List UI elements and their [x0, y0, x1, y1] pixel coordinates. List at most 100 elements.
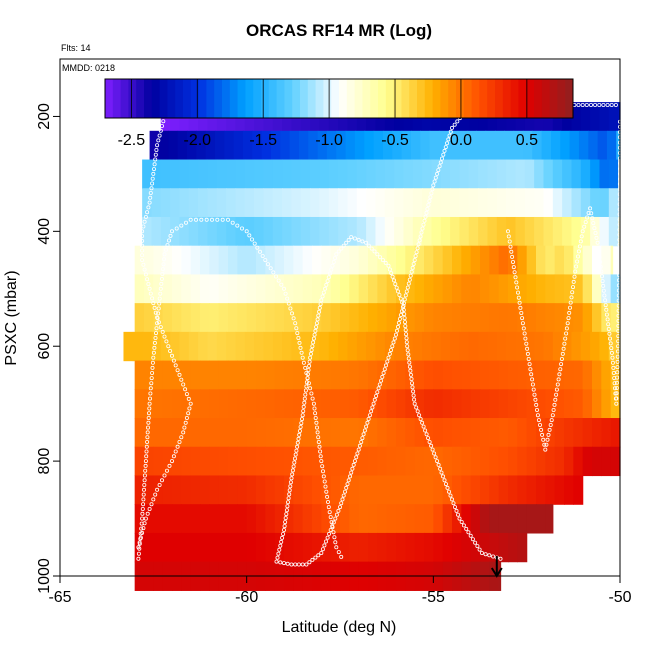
track-point	[572, 274, 577, 279]
track-point	[322, 543, 327, 548]
heatmap-cell	[592, 418, 602, 448]
track-point	[303, 392, 308, 397]
track-point	[439, 470, 444, 475]
heatmap-cell	[498, 245, 509, 276]
track-point	[409, 269, 414, 274]
track-point	[369, 409, 374, 414]
heatmap-cell	[599, 216, 610, 247]
track-point	[429, 191, 434, 196]
heatmap-cell	[345, 130, 356, 161]
heatmap-cell	[209, 418, 220, 448]
track-point	[360, 436, 365, 441]
track-point	[341, 493, 346, 498]
track-point	[141, 526, 146, 531]
heatmap-cell	[422, 159, 433, 189]
track-point	[448, 129, 453, 134]
heatmap-cell	[312, 446, 322, 477]
heatmap-cell	[200, 446, 210, 477]
track-point	[279, 282, 284, 287]
heatmap-cell	[562, 188, 573, 218]
heatmap-cell	[274, 303, 285, 333]
track-point	[442, 478, 447, 483]
heatmap-cell	[476, 130, 487, 161]
track-point	[344, 485, 349, 490]
track-point	[293, 321, 298, 326]
track-point	[608, 336, 613, 341]
flights-label: Flts: 14	[61, 43, 91, 53]
track-point	[550, 413, 555, 418]
heatmap-cell	[200, 245, 210, 276]
track-point	[393, 332, 398, 337]
track-point	[376, 386, 381, 391]
heatmap-cell	[198, 331, 209, 362]
track-point	[370, 405, 375, 410]
heatmap-cell	[489, 360, 500, 390]
heatmap-cell	[452, 274, 462, 304]
heatmap-cell	[349, 446, 360, 477]
track-point	[156, 306, 161, 311]
heatmap-cell	[564, 418, 574, 448]
track-point	[313, 328, 318, 333]
heatmap-cell	[170, 331, 181, 362]
heatmap-cell	[592, 360, 602, 390]
track-point	[520, 321, 525, 326]
track-point	[420, 420, 425, 425]
heatmap-cell	[280, 130, 291, 161]
colorbar-frame	[104, 78, 574, 119]
heatmap-cell	[508, 360, 518, 390]
heatmap-cell	[228, 475, 238, 505]
track-point	[318, 449, 323, 454]
track-point	[574, 264, 579, 269]
track-point	[403, 328, 408, 333]
heatmap-cell	[246, 504, 257, 534]
heatmap-cell	[235, 188, 246, 218]
track-point	[356, 237, 361, 242]
heatmap-cell	[123, 331, 134, 362]
heatmap-cell	[256, 303, 266, 333]
track-point	[141, 497, 146, 502]
heatmap-cell	[177, 130, 188, 161]
track-point	[148, 386, 153, 391]
colorbar-segment	[526, 79, 535, 118]
heatmap-cell	[610, 245, 614, 276]
track-point	[300, 355, 305, 360]
heatmap-cell	[414, 418, 425, 448]
heatmap-cell	[414, 274, 425, 304]
heatmap-cell	[340, 245, 350, 276]
colorbar-segment	[339, 79, 348, 118]
track-point	[571, 279, 576, 284]
heatmap-cell	[265, 504, 276, 534]
heatmap-cell	[508, 532, 518, 563]
track-point	[404, 340, 409, 345]
heatmap-cell	[396, 274, 406, 304]
track-point	[617, 263, 622, 268]
colorbar-segment	[120, 79, 129, 118]
track-point	[405, 285, 410, 290]
heatmap-cell	[237, 389, 248, 419]
track-point	[277, 547, 282, 552]
track-point	[407, 360, 412, 365]
heatmap-cell	[489, 245, 500, 276]
track-point	[320, 469, 325, 474]
track-point	[455, 119, 460, 124]
heatmap-cell	[498, 446, 509, 477]
heatmap-cell	[300, 331, 311, 362]
heatmap-cell	[284, 389, 294, 419]
track-point	[295, 444, 300, 449]
heatmap-cell	[368, 274, 378, 304]
heatmap-cell	[442, 389, 453, 419]
track-point	[517, 300, 522, 305]
heatmap-cell	[198, 216, 209, 247]
heatmap-cell	[601, 418, 612, 448]
track-point	[303, 388, 308, 393]
heatmap-cell	[162, 303, 173, 333]
track-point	[296, 335, 301, 340]
colorbar-segment	[378, 79, 387, 118]
colorbar-segment	[167, 79, 176, 118]
heatmap-cell	[461, 475, 472, 505]
track-point	[429, 443, 434, 448]
track-point	[333, 540, 338, 545]
track-point	[327, 510, 332, 515]
heatmap-cell	[554, 475, 565, 505]
track-point	[441, 152, 446, 157]
